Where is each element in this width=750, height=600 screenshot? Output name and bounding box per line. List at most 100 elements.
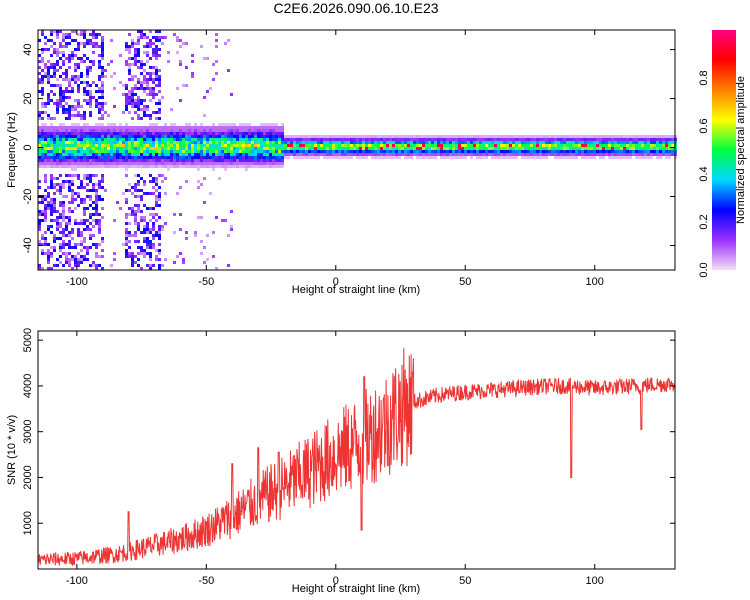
heatmap-cell [176,162,179,165]
heatmap-cell [149,150,152,153]
heatmap-cell [281,141,284,144]
heatmap-cell [404,135,407,138]
heatmap-cell [125,93,128,96]
heatmap-cell [182,141,185,144]
heatmap-cell [41,150,44,153]
heatmap-cell [572,147,575,150]
heatmap-cell [218,147,221,150]
heatmap-cell [92,183,95,186]
heatmap-cell [47,117,50,120]
heatmap-cell [62,60,65,63]
heatmap-cell [623,138,626,141]
heatmap-cell [437,147,440,150]
heatmap-cell [95,213,98,216]
heatmap-cell [119,123,122,126]
heatmap-cell [161,225,164,228]
heatmap-cell [158,150,161,153]
heatmap-cell [41,93,44,96]
heatmap-cell [566,153,569,156]
heatmap-cell [155,183,158,186]
heatmap-cell [53,153,56,156]
heatmap-cell [116,132,119,135]
heatmap-cell [122,135,125,138]
heatmap-cell [128,138,131,141]
heatmap-cell [221,165,224,168]
heatmap-cell [488,144,491,147]
heatmap-cell [158,126,161,129]
heatmap-cell [251,144,254,147]
heatmap-cell [137,54,140,57]
heatmap-cell [215,153,218,156]
heatmap-cell [629,141,632,144]
heatmap-cell [158,81,161,84]
heatmap-cell [416,144,419,147]
heatmap-cell [134,234,137,237]
heatmap-cell [158,129,161,132]
heatmap-cell [305,153,308,156]
heatmap-cell [128,222,131,225]
heatmap-cell [143,105,146,108]
heatmap-cell [650,147,653,150]
heatmap-cell [272,138,275,141]
heatmap-cell [149,126,152,129]
heatmap-cell [464,141,467,144]
heatmap-cell [281,153,284,156]
heatmap-cell [164,135,167,138]
heatmap-cell [143,225,146,228]
heatmap-cell [161,36,164,39]
heatmap-cell [338,144,341,147]
heatmap-cell [80,126,83,129]
heatmap-cell [335,141,338,144]
heatmap-cell [626,147,629,150]
heatmap-cell [50,201,53,204]
heatmap-cell [65,90,68,93]
heatmap-cell [98,126,101,129]
heatmap-cell [89,204,92,207]
heatmap-cell [194,132,197,135]
heatmap-cell [38,213,41,216]
heatmap-cell [476,141,479,144]
heatmap-cell [77,264,80,267]
heatmap-cell [665,141,668,144]
heatmap-cell [224,126,227,129]
heatmap-cell [164,126,167,129]
heatmap-cell [584,147,587,150]
heatmap-cell [200,183,203,186]
heatmap-cell [125,129,128,132]
heatmap-cell [155,135,158,138]
heatmap-cell [77,162,80,165]
heatmap-cell [224,156,227,159]
heatmap-cell [68,147,71,150]
heatmap-cell [83,162,86,165]
heatmap-cell [230,147,233,150]
heatmap-cell [62,93,65,96]
heatmap-cell [68,81,71,84]
heatmap-cell [395,138,398,141]
heatmap-cell [209,162,212,165]
heatmap-cell [194,234,197,237]
heatmap-cell [95,150,98,153]
heatmap-cell [74,132,77,135]
heatmap-cell [50,135,53,138]
heatmap-cell [425,153,428,156]
heatmap-cell [449,144,452,147]
heatmap-cell [95,201,98,204]
heatmap-cell [662,138,665,141]
heatmap-cell [221,138,224,141]
heatmap-cell [89,198,92,201]
heatmap-cell [134,222,137,225]
heatmap-cell [353,135,356,138]
heatmap-cell [50,225,53,228]
heatmap-cell [275,147,278,150]
heatmap-cell [500,150,503,153]
heatmap-cell [554,147,557,150]
heatmap-cell [353,153,356,156]
heatmap-cell [161,138,164,141]
heatmap-cell [248,141,251,144]
heatmap-cell [452,156,455,159]
heatmap-cell [83,177,86,180]
heatmap-cell [68,219,71,222]
heatmap-cell [593,141,596,144]
heatmap-cell [125,162,128,165]
